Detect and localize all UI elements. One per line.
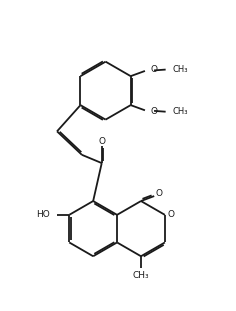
Text: O: O (99, 137, 106, 146)
Text: O: O (150, 65, 157, 74)
Text: CH₃: CH₃ (173, 108, 188, 117)
Text: CH₃: CH₃ (173, 65, 188, 74)
Text: HO: HO (36, 210, 49, 219)
Text: O: O (155, 189, 162, 198)
Text: O: O (167, 210, 174, 219)
Text: CH₃: CH₃ (133, 271, 149, 280)
Text: O: O (150, 107, 157, 116)
